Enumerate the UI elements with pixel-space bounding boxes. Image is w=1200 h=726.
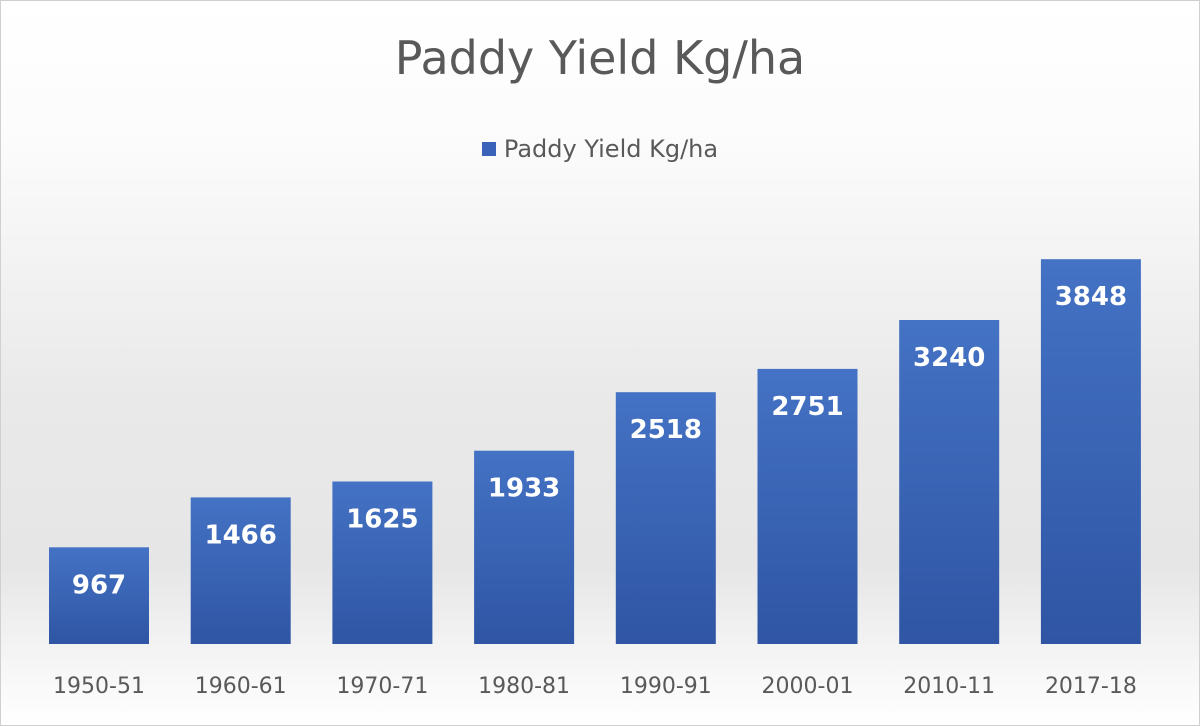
- legend-swatch: [481, 142, 496, 156]
- x-tick-label-2017-18: 2017-18: [1045, 674, 1137, 699]
- bar-1950-51: [49, 547, 149, 644]
- data-labels-group: 967 1466 1625 1933 2518 2751 3240 3848: [72, 282, 1127, 600]
- x-tick-label-1990-91: 1990-91: [620, 674, 712, 699]
- data-label-1990-91: 2518: [630, 415, 702, 445]
- bar-1970-71: [332, 481, 433, 644]
- data-label-1980-81: 1933: [488, 474, 560, 504]
- x-tick-label-2000-01: 2000-01: [762, 674, 854, 699]
- bar-2010-11: [899, 320, 1000, 644]
- x-axis-ticks: 1950-51 1960-61 1970-71 1980-81 1990-91 2000-…: [53, 674, 1137, 699]
- bars-group: [49, 259, 1141, 644]
- bar-2017-18: [1040, 259, 1141, 644]
- x-tick-label-1950-51: 1950-51: [53, 674, 145, 699]
- data-label-2010-11: 3240: [913, 343, 985, 373]
- bar-2000-01: [757, 368, 858, 644]
- x-tick-label-1960-61: 1960-61: [195, 674, 287, 699]
- bar-1960-61: [190, 497, 291, 644]
- data-label-1960-61: 1466: [205, 520, 277, 550]
- x-tick-label-1970-71: 1970-71: [336, 674, 428, 699]
- data-label-2017-18: 3848: [1055, 282, 1127, 312]
- x-tick-label-1980-81: 1980-81: [478, 674, 570, 699]
- data-label-1970-71: 1625: [346, 505, 418, 535]
- bar-1990-91: [615, 392, 716, 644]
- legend: Paddy Yield Kg/ha: [1, 135, 1199, 163]
- x-tick-label-2010-11: 2010-11: [903, 674, 995, 699]
- chart-title: Paddy Yield Kg/ha: [394, 31, 806, 85]
- legend-label: Paddy Yield Kg/ha: [503, 135, 719, 163]
- bar-1980-81: [474, 450, 575, 644]
- data-label-1950-51: 967: [72, 570, 126, 600]
- data-label-2000-01: 2751: [771, 392, 843, 422]
